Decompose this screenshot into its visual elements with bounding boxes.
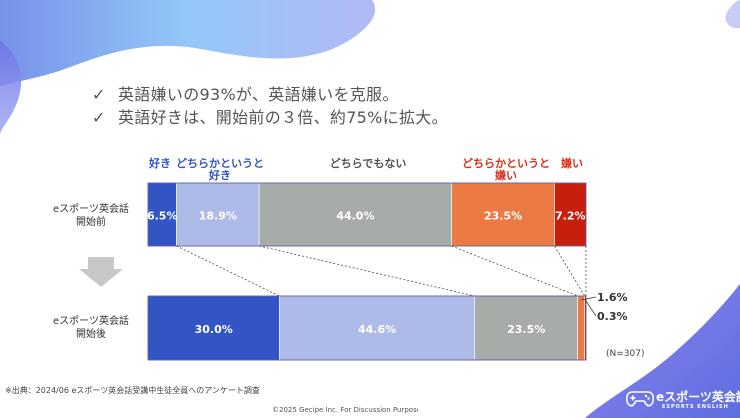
gamepad-icon: [626, 391, 654, 407]
value-label-after-somewhat-dislike: 1.6%: [597, 291, 628, 304]
bar-after-neither: [474, 295, 578, 361]
bar-before-somewhat-dislike: [451, 182, 555, 247]
legend-somewhat-dislike: どちらかというと 嫌い: [456, 158, 556, 182]
value-label-after-dislike: 0.3%: [597, 310, 628, 323]
value-label-after-neither: 23.5%: [507, 323, 545, 336]
value-label-after-somewhat-like: 44.6%: [358, 323, 396, 336]
sample-size: (N=307): [606, 349, 645, 359]
logo-name: eスポーツ英会話: [656, 390, 740, 404]
bar-outline-after: [147, 295, 587, 361]
check-icon: ✓: [92, 108, 106, 127]
connector-line: [554, 245, 585, 297]
finding-1-text: 英語嫌いの93%が、英語嫌いを克服。: [118, 85, 399, 104]
bar-before-neither: [258, 182, 452, 247]
value-label-before-dislike: 7.2%: [555, 210, 586, 223]
check-icon: ✓: [92, 85, 106, 104]
row-label-after-line1: eスポーツ英会話: [53, 316, 129, 327]
legend-somewhat-like-line2: 好き: [209, 169, 231, 182]
copyright: ©2025 Gecipe Inc. For Discussion Purpose…: [272, 406, 418, 414]
bar-outline-before: [147, 182, 587, 247]
row-label-before-line2: 開始前: [76, 217, 106, 228]
finding-2: ✓ 英語好きは、開始前の３倍、約75%に拡大。: [92, 106, 448, 129]
bar-before-like: [147, 182, 177, 247]
value-label-before-somewhat-dislike: 23.5%: [484, 210, 522, 223]
down-arrow-icon: [79, 257, 123, 287]
row-label-after-line2: 開始後: [76, 329, 106, 340]
finding-2-text: 英語好きは、開始前の３倍、約75%に拡大。: [118, 108, 448, 127]
connector-line: [176, 245, 280, 297]
row-label-after: eスポーツ英会話 開始後: [36, 315, 146, 341]
connector-line: [259, 245, 475, 297]
value-label-before-neither: 44.0%: [336, 210, 374, 223]
key-findings: ✓ 英語嫌いの93%が、英語嫌いを克服。 ✓ 英語好きは、開始前の３倍、約75%に拡…: [92, 83, 448, 129]
logo-subtitle: ESPORTS ENGLISH: [662, 404, 729, 410]
bottom-right-wave: [585, 284, 740, 418]
leader-line-somewhat-dislike: [581, 296, 597, 301]
row-label-before-line1: eスポーツ英会話: [53, 204, 129, 215]
source-note: ※出典：2024/06 eスポーツ英会話受講中生徒全員へのアンケート調査: [5, 386, 260, 395]
legend-like-line1: 好き: [149, 157, 171, 170]
bar-after-somewhat-like: [279, 295, 476, 361]
legend-somewhat-like-line1: どちらかというと: [176, 157, 264, 170]
legend-dislike: 嫌い: [558, 158, 586, 170]
legend-neither-line1: どちらでもない: [329, 157, 407, 170]
top-wave: [0, 0, 376, 86]
legend-somewhat-like: どちらかというと 好き: [172, 158, 268, 182]
legend-somewhat-dislike-line1: どちらかというと: [462, 157, 550, 170]
legend-like: 好き: [146, 158, 174, 170]
legend-dislike-line1: 嫌い: [561, 157, 583, 170]
finding-1: ✓ 英語嫌いの93%が、英語嫌いを克服。: [92, 83, 448, 106]
bar-after-somewhat-dislike: [577, 295, 585, 361]
leader-line-dislike: [585, 299, 597, 317]
legend-neither: どちらでもない: [318, 158, 418, 170]
value-label-after-like: 30.0%: [195, 323, 233, 336]
connector-line: [451, 245, 578, 297]
right-corner-wave: [725, 0, 740, 29]
row-label-before: eスポーツ英会話 開始前: [36, 203, 146, 229]
left-wave: [0, 40, 22, 135]
value-label-before-like: 6.5%: [147, 210, 178, 223]
legend-somewhat-dislike-line2: 嫌い: [495, 169, 517, 182]
value-label-before-somewhat-like: 18.9%: [199, 210, 237, 223]
bar-before-somewhat-like: [176, 182, 260, 247]
